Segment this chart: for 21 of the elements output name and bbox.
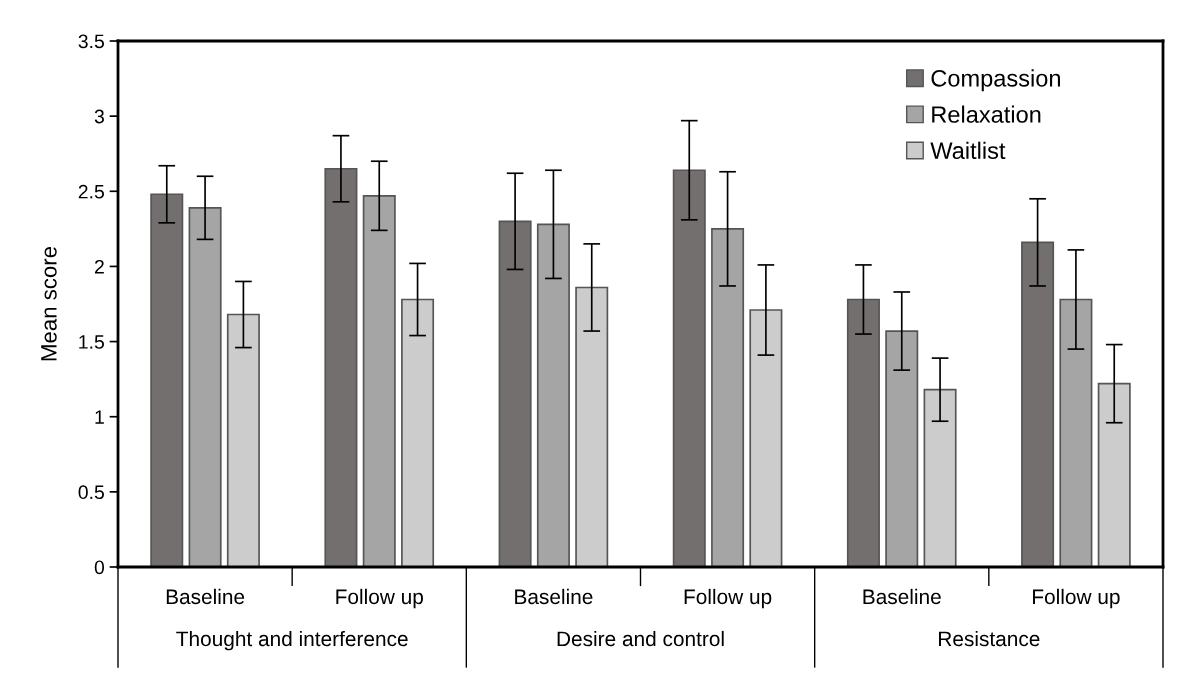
y-tick-label: 2.5 xyxy=(78,184,104,199)
y-tick-label: 0.5 xyxy=(78,485,104,500)
x-tick-label: Baseline xyxy=(863,588,941,605)
x-tick-label: Baseline xyxy=(515,588,593,605)
x-tick-label: Follow up xyxy=(1033,588,1120,609)
legend-label: Relaxation xyxy=(932,105,1041,123)
y-tick-label: 2 xyxy=(94,259,104,274)
x-tick-label: Baseline xyxy=(166,588,245,605)
y-tick-label: 0 xyxy=(94,560,105,575)
text: Resistance xyxy=(939,630,1040,647)
x-tick-label: Follow up xyxy=(336,588,423,609)
x-tick-label: Follow up xyxy=(684,588,772,609)
legend-label: Compassion xyxy=(931,69,1060,92)
text: Thought and interference xyxy=(176,630,408,651)
y-tick-label: 1 xyxy=(95,410,104,424)
y-tick-label: 1.5 xyxy=(79,335,104,349)
y-tick-label: 3.5 xyxy=(78,34,104,49)
text: Desire and control xyxy=(557,630,724,647)
y-axis-title: Mean score xyxy=(41,246,57,361)
y-tick-label: 3 xyxy=(94,109,104,124)
legend-label: Waitlist xyxy=(930,141,1006,160)
